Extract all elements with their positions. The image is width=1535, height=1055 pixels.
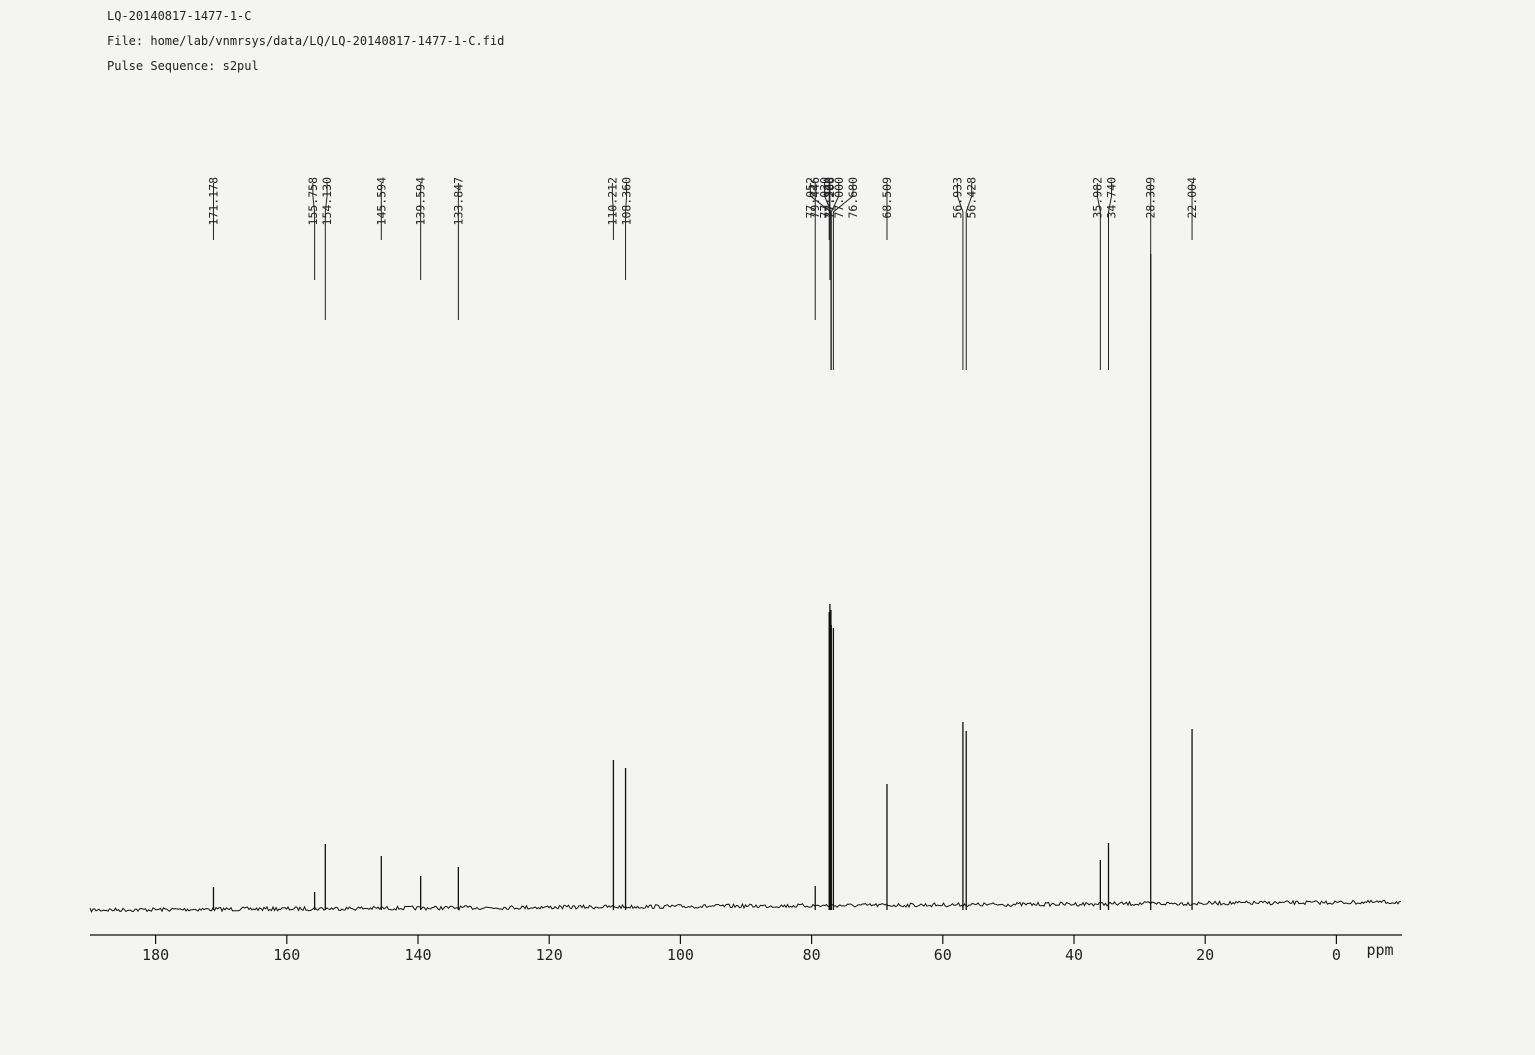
peak-marker xyxy=(611,183,614,240)
peak-label: 77.000 xyxy=(832,177,846,219)
peak-marker xyxy=(625,183,628,280)
peak-label: 77.030 xyxy=(818,177,832,219)
peak-label: 76.680 xyxy=(846,177,860,219)
pulse-sequence: Pulse Sequence: s2pul xyxy=(107,59,259,73)
peak-marker xyxy=(832,183,854,370)
peak-marker xyxy=(830,183,840,370)
file-path: File: home/lab/vnmrsys/data/LQ/LQ-201408… xyxy=(107,34,504,48)
peak-label: 56.428 xyxy=(965,177,979,219)
x-tick-label: 140 xyxy=(404,946,431,964)
x-tick-label: 0 xyxy=(1332,946,1341,964)
peak-label: 155.758 xyxy=(306,177,320,226)
x-tick-label: 20 xyxy=(1196,946,1214,964)
x-tick-label: 80 xyxy=(803,946,821,964)
peak-marker xyxy=(1108,183,1113,370)
peak-marker xyxy=(324,183,328,320)
x-tick-label: 120 xyxy=(536,946,563,964)
peak-label: 56.933 xyxy=(950,177,964,219)
peak-label: 77.052 xyxy=(803,177,817,219)
peak-label: 154.130 xyxy=(320,177,334,226)
peak-marker xyxy=(1096,183,1101,370)
peak-marker xyxy=(956,183,964,370)
peak-marker xyxy=(312,183,316,280)
x-tick-label: 100 xyxy=(667,946,694,964)
x-tick-label: 180 xyxy=(142,946,169,964)
peak-marker xyxy=(965,183,973,370)
baseline-noise xyxy=(89,899,1401,913)
x-tick-label: 40 xyxy=(1065,946,1083,964)
x-axis-label: ppm xyxy=(1366,941,1393,959)
x-tick-label: 160 xyxy=(273,946,300,964)
x-tick-label: 60 xyxy=(934,946,952,964)
sample-id: LQ-20140817-1477-1-C xyxy=(107,9,252,23)
